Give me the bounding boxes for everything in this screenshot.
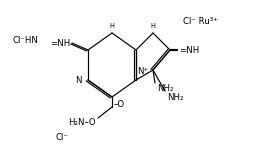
Text: =NH: =NH bbox=[179, 45, 199, 54]
Text: –O: –O bbox=[114, 99, 125, 108]
Text: N: N bbox=[76, 75, 82, 84]
Text: H: H bbox=[151, 23, 155, 29]
Text: NH₂: NH₂ bbox=[157, 84, 173, 93]
Text: Cl⁻HN: Cl⁻HN bbox=[12, 35, 38, 45]
Text: NH₂: NH₂ bbox=[167, 93, 183, 102]
Text: H: H bbox=[109, 23, 114, 29]
Text: H₂N–O: H₂N–O bbox=[68, 118, 96, 127]
Text: Cl⁻: Cl⁻ bbox=[55, 134, 68, 142]
Text: Cl⁻ Ru³⁺: Cl⁻ Ru³⁺ bbox=[183, 17, 218, 26]
Text: N⁺: N⁺ bbox=[137, 67, 148, 75]
Text: =NH: =NH bbox=[50, 39, 70, 47]
